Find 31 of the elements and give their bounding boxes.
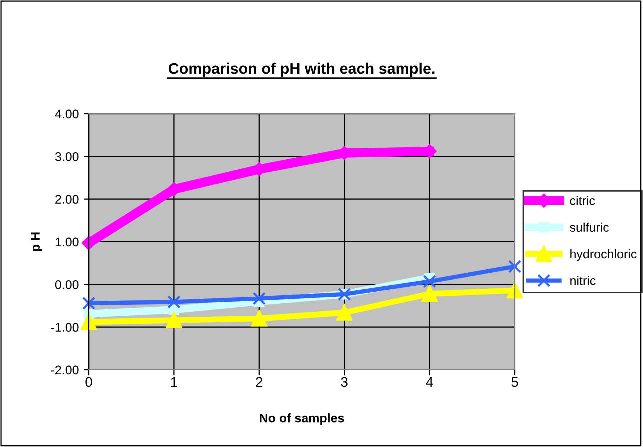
legend-label: nitric <box>570 276 596 286</box>
y-tick-label: 0.00 <box>55 280 79 290</box>
y-tick-label: 2.00 <box>56 195 79 204</box>
point <box>166 312 182 328</box>
y-tick-label: -1.00 <box>51 323 79 332</box>
chart-title: Comparison of pH with each sample. <box>168 62 435 78</box>
x-tick-label: 4 <box>426 377 434 388</box>
point <box>82 236 96 250</box>
point <box>422 286 438 302</box>
x-tick-label: 5 <box>512 377 518 388</box>
y-tick-label: -2.00 <box>51 366 79 375</box>
x-axis-title: No of samples <box>260 414 344 426</box>
point <box>81 314 97 330</box>
point <box>423 275 436 288</box>
point <box>252 292 266 306</box>
x-tick-label: 2 <box>256 377 263 388</box>
legend-label: sulfuric <box>570 222 610 232</box>
x-tick-label: 1 <box>171 377 178 388</box>
point <box>168 296 181 309</box>
legend-label: hydrochloric <box>570 250 637 262</box>
point <box>251 310 268 327</box>
point <box>508 260 522 274</box>
legend-label: citric <box>570 196 596 206</box>
x-tick-label: 0 <box>86 377 92 388</box>
point <box>336 304 353 321</box>
y-axis-title: p H <box>31 232 42 252</box>
y-tick-label: 3.00 <box>55 152 79 162</box>
point <box>82 296 96 310</box>
x-tick-label: 3 <box>341 377 348 388</box>
y-tick-label: 1.00 <box>56 238 79 247</box>
y-tick-label: 4.00 <box>55 110 79 119</box>
